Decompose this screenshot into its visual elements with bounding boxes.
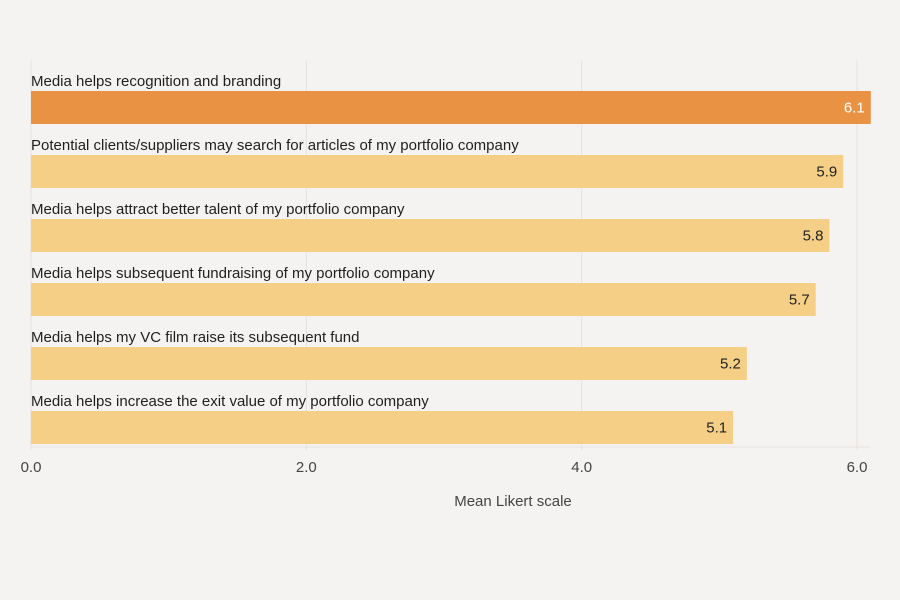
category-label: Media helps subsequent fundraising of my… [31, 265, 435, 282]
value-label: 5.9 [816, 164, 837, 181]
x-axis-title: Mean Likert scale [454, 493, 572, 510]
bars: Media helps recognition and branding 6.1 P… [31, 73, 871, 444]
value-label: 5.8 [803, 228, 824, 245]
bar-row: Media helps my VC film raise its subsequ… [31, 329, 747, 380]
category-label: Potential clients/suppliers may search f… [31, 137, 519, 154]
gridlines [30, 60, 870, 450]
x-tick-label: 6.0 [847, 459, 868, 476]
value-label: 5.7 [789, 292, 810, 309]
bar [31, 219, 830, 252]
bar [31, 283, 816, 316]
category-label: Media helps increase the exit value of m… [31, 393, 429, 410]
bar-row: Media helps subsequent fundraising of my… [31, 265, 816, 316]
x-tick-label: 2.0 [296, 459, 317, 476]
x-tick-label: 4.0 [571, 459, 592, 476]
category-label: Media helps attract better talent of my … [31, 201, 405, 218]
bar-row: Media helps recognition and branding 6.1 [31, 73, 871, 124]
value-label: 6.1 [844, 100, 865, 117]
bar [31, 91, 871, 124]
category-label: Media helps my VC film raise its subsequ… [31, 329, 359, 346]
value-label: 5.1 [706, 420, 727, 437]
bar [31, 155, 844, 188]
bar-row: Media helps increase the exit value of m… [31, 393, 734, 444]
x-tick-label: 0.0 [21, 459, 42, 476]
bar [31, 347, 747, 380]
value-label: 5.2 [720, 356, 741, 373]
bar [31, 411, 734, 444]
x-axis-ticks: 0.0 2.0 4.0 6.0 [21, 459, 868, 476]
category-label: Media helps recognition and branding [31, 73, 281, 90]
bar-row: Media helps attract better talent of my … [31, 201, 830, 252]
bar-row: Potential clients/suppliers may search f… [31, 137, 844, 188]
